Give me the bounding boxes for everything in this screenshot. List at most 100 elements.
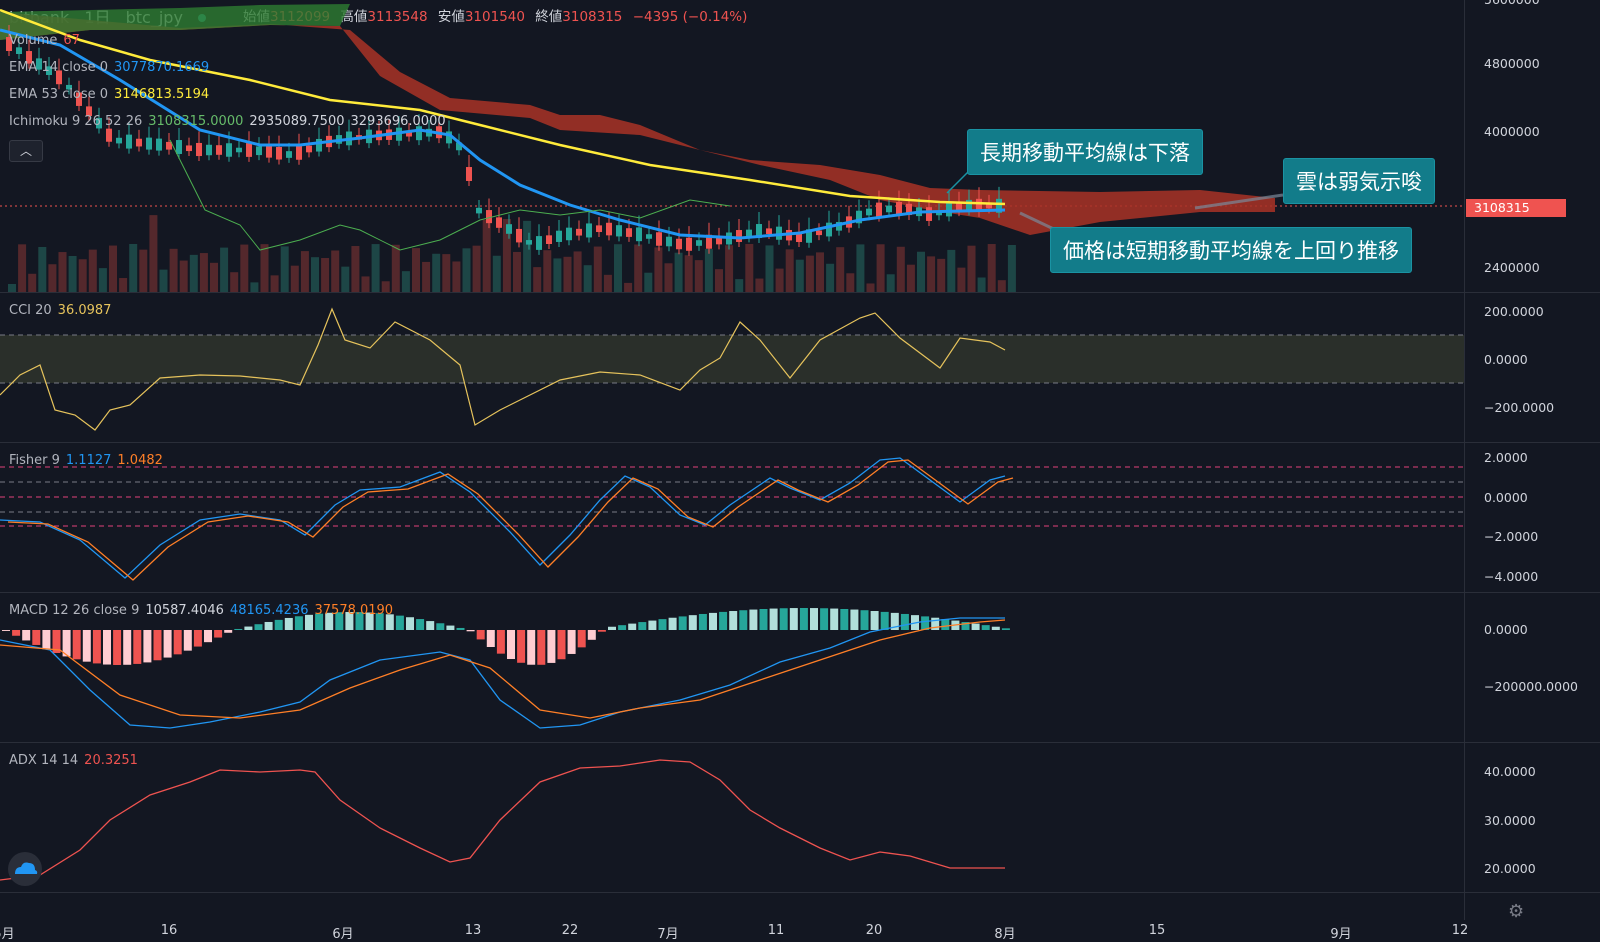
callout-pointer <box>1194 193 1284 210</box>
candle-body <box>116 137 122 144</box>
legend-name: CCI 20 <box>9 303 52 318</box>
macd-histogram-bar <box>32 630 41 645</box>
volume-bar <box>149 215 158 292</box>
volume-legend[interactable]: Volume 67 <box>9 33 86 49</box>
candle-body <box>446 131 452 144</box>
volume-bar <box>583 265 592 292</box>
macd-legend[interactable]: MACD 12 26 close 9 10587.4046 48165.4236 37… <box>9 603 399 619</box>
candle-body <box>756 224 762 238</box>
macd-histogram-bar <box>719 611 728 630</box>
macd-histogram-bar <box>315 613 324 630</box>
volume-bar <box>876 244 885 292</box>
macd-histogram-bar <box>577 630 586 648</box>
ichimoku-cloud-bull <box>0 4 350 40</box>
macd-histogram-bar <box>486 630 495 648</box>
macd-histogram-bar <box>820 608 829 630</box>
volume-bar <box>321 258 330 292</box>
volume-bar <box>957 267 966 292</box>
macd-histogram-bar <box>123 630 132 665</box>
volume-bar <box>119 278 128 292</box>
macd-histogram-bar <box>698 613 707 630</box>
change-value: −4395 (−0.14%) <box>632 9 748 25</box>
macd-histogram-bar <box>416 619 425 630</box>
candle-body <box>886 205 892 213</box>
macd-histogram-bar <box>62 630 71 657</box>
price-callout[interactable]: 価格は短期移動平均線を上回り推移 <box>1050 227 1412 273</box>
gear-icon[interactable]: ⚙ <box>1508 901 1525 922</box>
volume-bar <box>98 268 107 292</box>
ichimoku-legend[interactable]: Ichimoku 9 26 52 26 3108315.0000 2935089.7… <box>9 114 452 130</box>
legend-value: 3146813.5194 <box>114 87 210 102</box>
legend-name: MACD 12 26 close 9 <box>9 603 140 618</box>
volume-bar <box>270 275 279 292</box>
macd-histogram-bar <box>345 612 354 630</box>
volume-bar <box>543 250 552 292</box>
volume-bar <box>38 246 47 292</box>
volume-bar <box>189 254 198 292</box>
macd-histogram-bar <box>991 626 1000 630</box>
legend-value: 67 <box>63 33 80 48</box>
cci-line <box>0 307 1006 431</box>
pane-separator[interactable] <box>0 442 1600 443</box>
macd-histogram-bar <box>961 622 970 630</box>
macd-histogram-bar <box>153 630 162 661</box>
volume-bar <box>775 268 784 292</box>
candle-body <box>316 138 322 152</box>
volume-bar <box>967 245 976 292</box>
macd-histogram-bar <box>678 616 687 630</box>
legend-name: Fisher 9 <box>9 453 60 468</box>
macd-histogram-bar <box>254 624 263 630</box>
fisher-legend[interactable]: Fisher 9 1.1127 1.0482 <box>9 453 169 469</box>
macd-histogram-bar <box>860 610 869 630</box>
pane-separator[interactable] <box>0 592 1600 593</box>
macd-histogram-bar <box>971 623 980 630</box>
time-tick: 12 <box>1451 923 1469 938</box>
candle-body <box>746 229 752 238</box>
pane-separator[interactable] <box>0 292 1600 293</box>
candle-body <box>236 147 242 153</box>
macd-histogram-bar <box>496 630 505 654</box>
volume-bar <box>462 248 471 292</box>
time-tick: 7月 <box>657 927 679 942</box>
macd-histogram-bar <box>890 612 899 630</box>
candle-body <box>136 138 142 147</box>
candle-body <box>506 224 512 234</box>
volume-bar <box>614 244 622 292</box>
tradingview-logo[interactable] <box>8 852 42 886</box>
high-value: 3113548 <box>367 9 428 25</box>
volume-bar <box>290 265 299 292</box>
close-value: 3108315 <box>562 9 623 25</box>
volume-bar <box>351 246 360 292</box>
volume-bar <box>169 248 178 292</box>
adx-tick: 40.0000 <box>1484 764 1536 779</box>
ema14-legend[interactable]: EMA 14 close 0 3077870.1669 <box>9 60 215 76</box>
volume-bar <box>1007 245 1016 292</box>
macd-histogram-bar <box>517 630 526 663</box>
macd-histogram-bar <box>72 630 81 660</box>
cloud-callout[interactable]: 雲は弱気示唆 <box>1283 158 1435 204</box>
cci-legend[interactable]: CCI 20 36.0987 <box>9 303 117 319</box>
candle-body <box>636 227 642 242</box>
macd-histogram-bar <box>365 612 374 630</box>
candle-body <box>826 222 832 237</box>
adx-legend[interactable]: ADX 14 14 20.3251 <box>9 753 144 769</box>
candle-body <box>656 232 662 246</box>
candle-body <box>646 234 652 239</box>
macd-histogram-bar <box>638 622 647 630</box>
long-ma-callout[interactable]: 長期移動平均線は下落 <box>967 129 1203 175</box>
macd-histogram-bar <box>557 630 566 660</box>
time-tick: 9月 <box>1330 927 1352 942</box>
candle-body <box>216 145 222 155</box>
macd-histogram-bar <box>224 630 233 633</box>
candle-body <box>306 145 312 153</box>
volume-bar <box>563 256 572 292</box>
volume-bar <box>412 248 420 292</box>
candle-body <box>56 70 62 85</box>
ema53-legend[interactable]: EMA 53 close 0 3146813.5194 <box>9 87 215 103</box>
pane-separator[interactable] <box>0 892 1600 893</box>
collapse-legend-button[interactable]: ︿ <box>9 140 43 162</box>
volume-bar <box>18 244 27 292</box>
pane-separator[interactable] <box>0 742 1600 743</box>
volume-bar <box>674 252 683 292</box>
